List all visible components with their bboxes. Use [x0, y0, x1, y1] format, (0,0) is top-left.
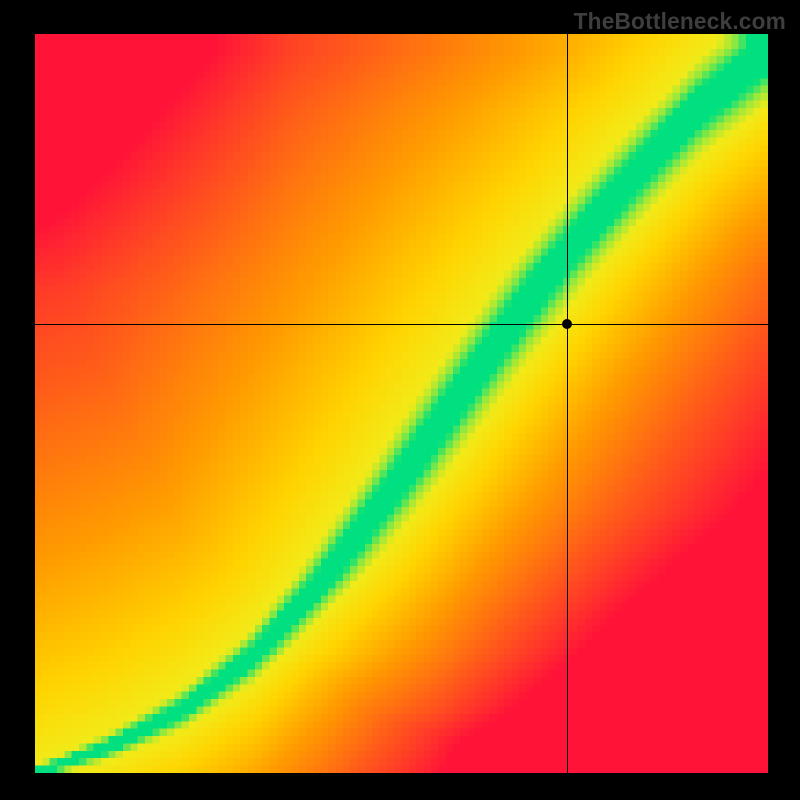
- watermark-text: TheBottleneck.com: [574, 8, 786, 35]
- heatmap-plot: [35, 34, 768, 773]
- crosshair-vertical: [567, 34, 568, 773]
- crosshair-horizontal: [35, 324, 768, 325]
- crosshair-dot: [562, 319, 572, 329]
- heatmap-canvas: [35, 34, 768, 773]
